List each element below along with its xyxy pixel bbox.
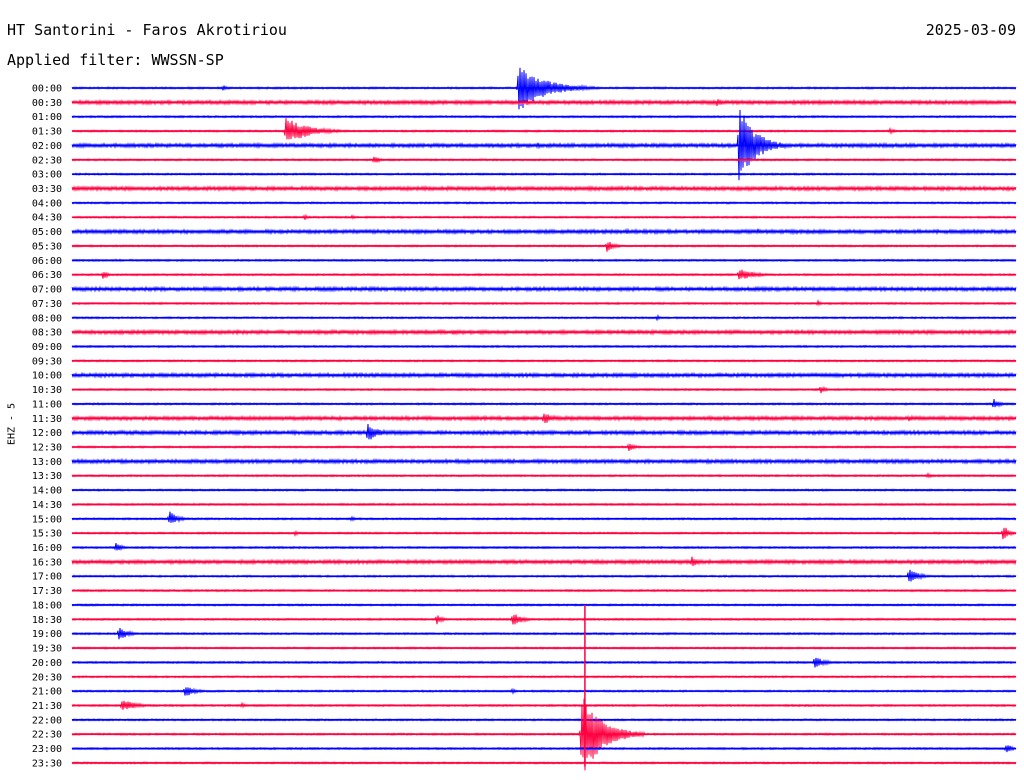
row-label: 15:30 [32, 529, 62, 540]
row-label: 13:30 [32, 471, 62, 482]
row-label: 16:30 [32, 557, 62, 568]
row-label: 04:30 [32, 213, 62, 224]
row-label: 06:30 [32, 270, 62, 281]
row-label: 08:30 [32, 328, 62, 339]
row-label: 07:00 [32, 285, 62, 296]
row-label: 22:30 [32, 730, 62, 741]
date-label: 2025-03-09 [925, 21, 1016, 39]
row-label: 06:00 [32, 256, 62, 267]
row-label: 19:00 [32, 629, 62, 640]
row-label: 13:00 [32, 457, 62, 468]
station-title: HT Santorini - Faros Akrotiriou [7, 21, 287, 39]
row-label: 00:30 [32, 98, 62, 109]
trace-row [71, 398, 1017, 408]
row-label: 05:00 [32, 227, 62, 238]
row-label: 21:00 [32, 687, 62, 698]
row-label: 16:00 [32, 543, 62, 554]
row-label: 19:30 [32, 644, 62, 655]
row-label: 21:30 [32, 701, 62, 712]
row-label: 09:30 [32, 356, 62, 367]
row-label: 15:00 [32, 514, 62, 525]
row-label: 20:00 [32, 658, 62, 669]
row-label: 12:30 [32, 443, 62, 454]
row-label: 18:00 [32, 600, 62, 611]
row-label: 01:00 [32, 112, 62, 123]
row-label: 00:00 [32, 84, 62, 95]
trace-row [71, 543, 1017, 552]
seismogram-traces [71, 67, 1017, 771]
trace-row [71, 511, 1017, 523]
row-label: 03:30 [32, 184, 62, 195]
trace-row [71, 242, 1017, 252]
row-label: 11:30 [32, 414, 62, 425]
row-label: 10:30 [32, 385, 62, 396]
row-label: 22:00 [32, 715, 62, 726]
row-label: 08:00 [32, 313, 62, 324]
row-label: 23:00 [32, 744, 62, 755]
row-label: 10:00 [32, 371, 62, 382]
row-label: 14:30 [32, 500, 62, 511]
row-label: 12:00 [32, 428, 62, 439]
row-label: 01:30 [32, 127, 62, 138]
row-label: 03:00 [32, 170, 62, 181]
row-label: 18:30 [32, 615, 62, 626]
row-label: 17:30 [32, 586, 62, 597]
row-label: 09:00 [32, 342, 62, 353]
trace-row [71, 118, 1017, 140]
row-label: 07:30 [32, 299, 62, 310]
trace-row [71, 423, 1017, 440]
row-label: 17:00 [32, 572, 62, 583]
row-label: 11:00 [32, 399, 62, 410]
row-label: 14:00 [32, 486, 62, 497]
row-label: 05:30 [32, 241, 62, 252]
filter-label: Applied filter: WWSSN-SP [7, 51, 224, 69]
row-label: 02:00 [32, 141, 62, 152]
row-label: 02:30 [32, 155, 62, 166]
row-label: 04:00 [32, 198, 62, 209]
row-label: 20:30 [32, 672, 62, 683]
time-tick-labels: 00:00 00:30 01:00 01:30 02:00 02:30 03:00 03:30… [32, 84, 62, 770]
row-label: 23:30 [32, 758, 62, 769]
